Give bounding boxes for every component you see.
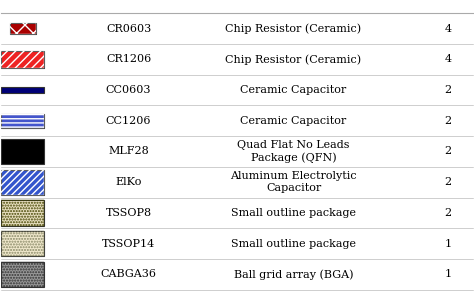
Bar	[1, 200, 44, 225]
Text: MLF28: MLF28	[108, 146, 149, 157]
Text: Ceramic Capacitor: Ceramic Capacitor	[240, 85, 346, 95]
Text: 2: 2	[444, 116, 451, 126]
Text: 2: 2	[444, 177, 451, 187]
Text: Small outline package: Small outline package	[231, 208, 356, 218]
Text: 4: 4	[444, 23, 451, 34]
Bar	[1, 231, 44, 256]
Text: ElKo: ElKo	[116, 177, 142, 187]
Text: 4: 4	[444, 54, 451, 64]
Text: 1: 1	[444, 269, 451, 279]
Text: Chip Resistor (Ceramic): Chip Resistor (Ceramic)	[226, 54, 362, 64]
Bar	[1, 114, 44, 128]
Text: CR0603: CR0603	[106, 23, 151, 34]
Bar	[1, 262, 44, 287]
Bar	[1, 262, 44, 287]
Text: Ceramic Capacitor: Ceramic Capacitor	[240, 116, 346, 126]
Text: Small outline package: Small outline package	[231, 238, 356, 249]
Text: CC1206: CC1206	[106, 116, 151, 126]
Bar	[1, 51, 44, 68]
Text: Chip Resistor (Ceramic): Chip Resistor (Ceramic)	[226, 23, 362, 34]
Text: CR1206: CR1206	[106, 54, 151, 64]
Text: 2: 2	[444, 146, 451, 157]
Text: CC0603: CC0603	[106, 85, 151, 95]
Bar	[1, 200, 44, 225]
Bar	[1, 51, 44, 68]
Text: 2: 2	[444, 85, 451, 95]
Bar	[1, 170, 44, 195]
Text: Ball grid array (BGA): Ball grid array (BGA)	[234, 269, 353, 280]
Text: Quad Flat No Leads
Package (QFN): Quad Flat No Leads Package (QFN)	[237, 140, 350, 162]
Bar	[1, 87, 44, 93]
Bar	[9, 23, 36, 34]
Text: 1: 1	[444, 238, 451, 249]
Text: TSSOP14: TSSOP14	[102, 238, 155, 249]
Text: 2: 2	[444, 208, 451, 218]
Text: TSSOP8: TSSOP8	[106, 208, 152, 218]
Bar	[1, 170, 44, 195]
Bar	[1, 114, 44, 128]
Bar	[1, 231, 44, 256]
Bar	[1, 139, 44, 164]
Text: Aluminum Electrolytic
Capacitor: Aluminum Electrolytic Capacitor	[230, 171, 357, 193]
Text: CABGA36: CABGA36	[100, 269, 156, 279]
Bar	[9, 23, 36, 34]
